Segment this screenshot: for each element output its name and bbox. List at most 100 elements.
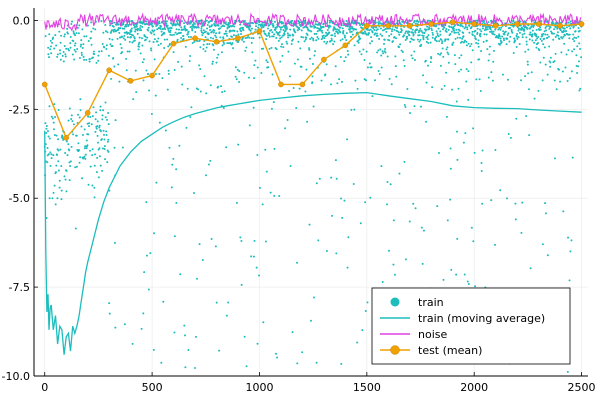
train-point bbox=[383, 42, 386, 45]
train-point bbox=[389, 183, 392, 186]
train-point bbox=[278, 30, 281, 33]
train-point bbox=[111, 44, 114, 47]
train-point bbox=[413, 58, 416, 61]
train-point bbox=[69, 160, 72, 163]
train-point bbox=[121, 146, 124, 149]
train-point bbox=[86, 122, 89, 125]
train-point bbox=[541, 34, 544, 37]
train-point bbox=[510, 28, 513, 31]
train-point bbox=[414, 207, 417, 210]
train-point bbox=[435, 40, 438, 43]
train-point bbox=[147, 72, 150, 75]
train-point bbox=[222, 37, 225, 40]
test-mean-point bbox=[471, 21, 477, 27]
train-point bbox=[423, 31, 426, 34]
train-point bbox=[575, 64, 578, 67]
train-point bbox=[245, 365, 248, 368]
train-point bbox=[44, 122, 47, 125]
train-point bbox=[456, 237, 459, 240]
train-point bbox=[201, 259, 204, 262]
train-point bbox=[380, 165, 383, 168]
train-point bbox=[571, 50, 574, 53]
train-point bbox=[390, 33, 393, 36]
train-point bbox=[63, 33, 66, 36]
train-point bbox=[310, 319, 312, 322]
train-point bbox=[74, 166, 77, 169]
train-point bbox=[55, 164, 58, 167]
train-point bbox=[517, 36, 520, 39]
train-point bbox=[308, 223, 311, 226]
train-point bbox=[254, 59, 257, 62]
train-point bbox=[121, 51, 124, 54]
train-point bbox=[208, 25, 211, 28]
train-point bbox=[224, 21, 227, 24]
test-mean-point bbox=[428, 21, 435, 27]
train-point bbox=[60, 34, 63, 37]
train-point bbox=[185, 126, 188, 129]
train-point bbox=[153, 232, 156, 235]
train-point bbox=[189, 116, 192, 119]
train-point bbox=[144, 35, 147, 38]
train-point bbox=[272, 35, 275, 38]
train-point bbox=[437, 35, 440, 38]
train-point bbox=[180, 36, 183, 39]
train-point bbox=[267, 27, 270, 30]
train-point bbox=[62, 60, 65, 63]
train-point bbox=[313, 54, 316, 57]
train-point bbox=[102, 31, 105, 34]
train-point bbox=[166, 38, 169, 41]
train-point bbox=[441, 47, 444, 50]
train-point bbox=[58, 179, 61, 182]
train-point bbox=[548, 45, 551, 48]
train-point bbox=[93, 186, 96, 189]
train-point bbox=[571, 38, 574, 41]
train-point bbox=[366, 301, 369, 304]
train-point bbox=[57, 149, 60, 152]
train-point bbox=[220, 85, 223, 88]
train-point bbox=[507, 133, 510, 136]
train-point bbox=[553, 60, 556, 63]
train-point bbox=[153, 29, 156, 32]
train-point bbox=[72, 40, 75, 43]
train-point bbox=[341, 216, 344, 219]
train-point bbox=[105, 44, 108, 47]
train-point bbox=[96, 120, 99, 123]
train-point bbox=[89, 37, 92, 40]
train-point bbox=[207, 32, 210, 35]
train-point bbox=[75, 134, 78, 137]
train-point bbox=[138, 41, 141, 44]
train-point bbox=[407, 30, 410, 33]
train-point bbox=[479, 32, 482, 35]
train-point bbox=[526, 60, 529, 63]
train-point bbox=[440, 42, 443, 45]
train-point bbox=[100, 20, 103, 23]
train-point bbox=[441, 40, 444, 43]
train-point bbox=[333, 32, 336, 35]
train-point bbox=[170, 186, 173, 189]
train-point bbox=[134, 69, 137, 72]
train-point bbox=[541, 79, 544, 82]
train-point bbox=[64, 53, 67, 56]
train-point bbox=[455, 273, 458, 276]
train-point bbox=[191, 29, 194, 32]
train-point bbox=[239, 33, 242, 36]
train-point bbox=[52, 121, 55, 124]
train-point bbox=[238, 81, 241, 84]
train-point bbox=[173, 68, 176, 71]
train-point bbox=[54, 116, 57, 119]
train-point bbox=[58, 186, 61, 189]
test-mean-point bbox=[106, 67, 112, 74]
train-point bbox=[352, 182, 355, 185]
train-point bbox=[175, 20, 178, 23]
train-point bbox=[136, 32, 139, 35]
train-point bbox=[540, 39, 543, 42]
train-point bbox=[152, 348, 155, 351]
train-point bbox=[160, 361, 163, 364]
train-point bbox=[526, 63, 529, 66]
train-point bbox=[556, 27, 559, 30]
train-point bbox=[511, 31, 514, 34]
train-point bbox=[267, 66, 270, 69]
train-point bbox=[572, 33, 575, 36]
train-point bbox=[388, 39, 391, 42]
train-point bbox=[529, 31, 532, 34]
